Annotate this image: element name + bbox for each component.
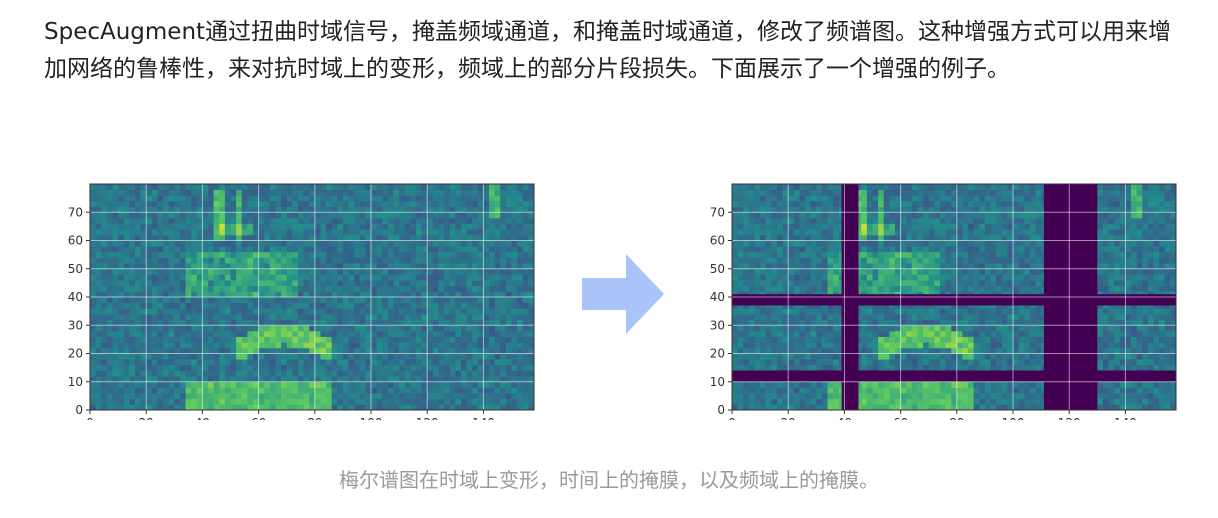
y-tick-label: 60 bbox=[68, 234, 83, 248]
x-tick-label: 120 bbox=[1058, 416, 1081, 420]
x-tick-label: 60 bbox=[893, 416, 908, 420]
freq-mask-1 bbox=[732, 370, 1176, 382]
x-tick-label: 140 bbox=[472, 416, 495, 420]
y-tick-label: 0 bbox=[717, 403, 725, 417]
y-tick-label: 70 bbox=[68, 205, 83, 219]
y-tick-label: 40 bbox=[68, 290, 83, 304]
figure-caption: 梅尔谱图在时域上变形，时间上的掩膜，以及频域上的掩膜。 bbox=[339, 468, 879, 492]
y-tick-label: 10 bbox=[68, 375, 83, 389]
y-tick-label: 50 bbox=[710, 262, 725, 276]
right-arrow-icon bbox=[582, 252, 666, 340]
original-spectrogram-heatmap bbox=[90, 184, 535, 411]
x-tick-label: 0 bbox=[728, 416, 736, 420]
y-tick-label: 70 bbox=[710, 205, 725, 219]
original-spectrogram-figure: 0 20 40 60 80 100 120 140 0 10 20 30 40 50 60 70 bbox=[40, 170, 545, 430]
x-tick-label: 80 bbox=[307, 416, 322, 420]
y-tick-label: 60 bbox=[710, 234, 725, 248]
x-tick-label: 100 bbox=[360, 416, 383, 420]
x-tick-label: 0 bbox=[86, 416, 94, 420]
x-tick-label: 20 bbox=[781, 416, 796, 420]
x-tick-label: 100 bbox=[1002, 416, 1025, 420]
intro-paragraph: SpecAugment通过扭曲时域信号，掩盖频域通道，和掩盖时域通道，修改了频谱… bbox=[44, 19, 1172, 82]
x-tick-label: 140 bbox=[1114, 416, 1137, 420]
y-tick-label: 0 bbox=[75, 403, 83, 417]
x-tick-label: 80 bbox=[949, 416, 964, 420]
freq-mask-2 bbox=[732, 294, 1176, 306]
x-tick-label: 20 bbox=[139, 416, 154, 420]
y-tick-label: 40 bbox=[710, 290, 725, 304]
y-tick-label: 30 bbox=[68, 318, 83, 332]
original-spectrogram-svg: 0 20 40 60 80 100 120 140 0 10 20 30 40 50 60 70 bbox=[68, 183, 535, 430]
augmented-spectrogram-svg: 0 20 40 60 80 100 120 140 0 10 20 30 40 50 60 70 bbox=[710, 183, 1177, 430]
y-tick-label: 20 bbox=[68, 347, 83, 361]
y-tick-label: 20 bbox=[710, 347, 725, 361]
x-tick-label: 40 bbox=[195, 416, 210, 420]
augmented-spectrogram-figure: 0 20 40 60 80 100 120 140 0 10 20 30 40 50 60 70 bbox=[682, 170, 1187, 430]
y-tick-label: 10 bbox=[710, 375, 725, 389]
y-tick-label: 50 bbox=[68, 262, 83, 276]
x-tick-label: 40 bbox=[837, 416, 852, 420]
x-tick-label: 60 bbox=[251, 416, 266, 420]
y-tick-label: 30 bbox=[710, 318, 725, 332]
x-tick-label: 120 bbox=[416, 416, 439, 420]
